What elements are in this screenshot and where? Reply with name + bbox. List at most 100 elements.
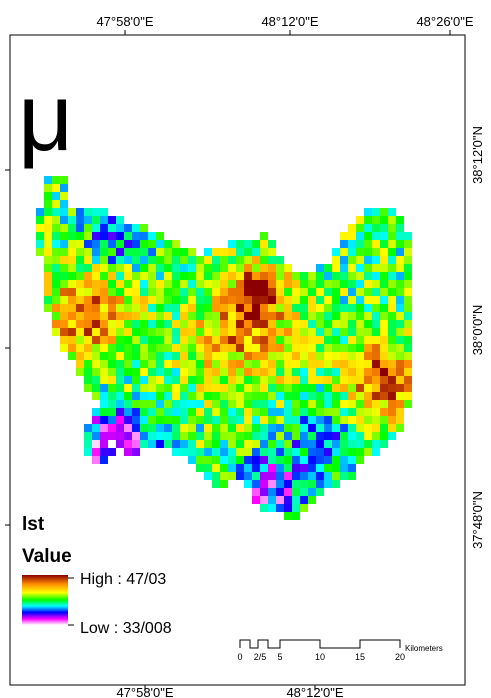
raster-cell (172, 416, 180, 424)
raster-cell (108, 304, 116, 312)
raster-cell (76, 232, 84, 240)
raster-cell (292, 456, 300, 464)
raster-cell (164, 312, 172, 320)
raster-cell (68, 256, 76, 264)
raster-cell (212, 480, 220, 488)
raster-cell (364, 216, 372, 224)
raster-cell (292, 392, 300, 400)
raster-cell (76, 208, 84, 216)
raster-cell (84, 328, 92, 336)
raster-cell (196, 336, 204, 344)
raster-cell (60, 192, 68, 200)
raster-cell (188, 296, 196, 304)
raster-cell (212, 424, 220, 432)
raster-cell (84, 360, 92, 368)
raster-cell (260, 472, 268, 480)
raster-cell (140, 360, 148, 368)
raster-cell (404, 312, 412, 320)
raster-cell (108, 320, 116, 328)
raster-cell (348, 280, 356, 288)
raster-cell (44, 192, 52, 200)
raster-cell (100, 296, 108, 304)
raster-cell (332, 440, 340, 448)
raster-cell (60, 320, 68, 328)
raster-cell (324, 456, 332, 464)
raster-cell (220, 408, 228, 416)
raster-cell (348, 392, 356, 400)
raster-cell (324, 344, 332, 352)
raster-cell (276, 472, 284, 480)
raster-cell (372, 264, 380, 272)
raster-cell (284, 392, 292, 400)
raster-cell (308, 496, 316, 504)
raster-cell (52, 216, 60, 224)
raster-cell (188, 264, 196, 272)
raster-cell (108, 288, 116, 296)
raster-cell (68, 304, 76, 312)
raster-cell (92, 304, 100, 312)
scale-label: 20 (395, 652, 405, 662)
raster-cell (364, 320, 372, 328)
raster-cell (148, 296, 156, 304)
raster-cell (180, 304, 188, 312)
raster-cell (52, 296, 60, 304)
raster-cell (204, 416, 212, 424)
raster-cell (244, 256, 252, 264)
raster-cell (332, 392, 340, 400)
raster-cell (332, 416, 340, 424)
raster-cell (252, 248, 260, 256)
raster-cell (164, 408, 172, 416)
raster-cell (292, 416, 300, 424)
raster-cell (292, 504, 300, 512)
raster-cell (252, 400, 260, 408)
raster-cell (212, 440, 220, 448)
raster-cell (164, 432, 172, 440)
raster-cell (260, 480, 268, 488)
raster-cell (108, 312, 116, 320)
raster-cell (84, 232, 92, 240)
raster-cell (348, 352, 356, 360)
raster-cell (100, 344, 108, 352)
raster-cell (108, 400, 116, 408)
raster-cell (372, 448, 380, 456)
raster-cell (148, 360, 156, 368)
raster-cell (100, 320, 108, 328)
raster-cell (308, 472, 316, 480)
raster-cell (148, 376, 156, 384)
raster-cell (340, 272, 348, 280)
raster-cell (388, 432, 396, 440)
raster-cell (404, 288, 412, 296)
raster-cell (156, 408, 164, 416)
raster-cell (324, 376, 332, 384)
raster-cell (108, 408, 116, 416)
raster-cell (252, 336, 260, 344)
raster-cell (52, 248, 60, 256)
raster-cell (60, 176, 68, 184)
raster-cell (180, 256, 188, 264)
raster-cell (276, 272, 284, 280)
raster-cell (124, 312, 132, 320)
raster-cell (348, 424, 356, 432)
raster-cell (244, 480, 252, 488)
raster-cell (260, 464, 268, 472)
raster-cell (60, 184, 68, 192)
raster-cell (36, 240, 44, 248)
raster-cell (236, 288, 244, 296)
raster-cell (220, 480, 228, 488)
raster-cell (380, 256, 388, 264)
raster-cell (244, 344, 252, 352)
raster-cell (164, 416, 172, 424)
raster-cell (284, 360, 292, 368)
right-coord: 38°0'0"N (470, 305, 485, 356)
raster-cell (140, 240, 148, 248)
raster-cell (340, 232, 348, 240)
raster-cell (156, 424, 164, 432)
raster-cell (244, 456, 252, 464)
raster-cell (340, 296, 348, 304)
raster-cell (388, 240, 396, 248)
raster-cell (92, 360, 100, 368)
raster-cell (180, 400, 188, 408)
raster-cell (292, 344, 300, 352)
raster-cell (324, 424, 332, 432)
raster-cell (372, 416, 380, 424)
